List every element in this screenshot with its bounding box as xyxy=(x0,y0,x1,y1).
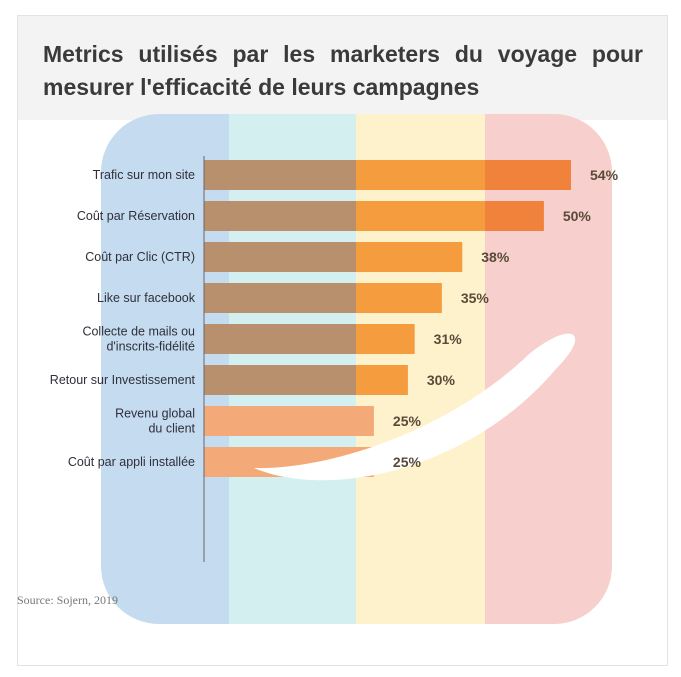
bar-3-left xyxy=(204,242,356,272)
background-bands xyxy=(101,114,612,624)
smile-swoosh xyxy=(254,333,576,481)
category-label-2: Coût par Réservation xyxy=(77,209,195,223)
bar-2-left xyxy=(204,201,356,231)
category-label-7: Revenu global du client xyxy=(115,407,195,436)
value-label-4: 35% xyxy=(461,290,490,306)
bar-6-right xyxy=(356,365,408,395)
value-labels: 54% 50% 38% 35% 31% 30% 25% 25% xyxy=(393,167,619,470)
bar-1-tip xyxy=(485,160,571,190)
category-label-4: Like sur facebook xyxy=(97,291,196,305)
bar-3-right xyxy=(356,242,463,272)
category-label-8: Coût par appli installée xyxy=(68,455,195,469)
bar-6-left xyxy=(204,365,356,395)
bar-5-left xyxy=(204,324,356,354)
value-label-3: 38% xyxy=(481,249,510,265)
value-label-5: 31% xyxy=(434,331,463,347)
value-label-1: 54% xyxy=(590,167,619,183)
bar-7 xyxy=(204,406,374,436)
category-label-5: Collecte de mails ou d'inscrits-fidélité xyxy=(82,325,195,354)
source-note: Source: Sojern, 2019 xyxy=(17,593,118,607)
value-label-7: 25% xyxy=(393,413,422,429)
title-banner: Metrics utilisés par les marketers du vo… xyxy=(18,16,667,120)
bars-group xyxy=(204,160,571,477)
category-label-3: Coût par Clic (CTR) xyxy=(85,250,195,264)
category-labels: Trafic sur mon site Coût par Réservation C… xyxy=(50,168,196,469)
bar-4-left xyxy=(204,283,356,313)
value-label-2: 50% xyxy=(563,208,592,224)
value-label-6: 30% xyxy=(427,372,456,388)
category-label-6: Retour sur Investissement xyxy=(50,373,196,387)
value-label-8: 25% xyxy=(393,454,422,470)
bar-2-tip xyxy=(485,201,544,231)
bar-4-right xyxy=(356,283,442,313)
bar-1-left xyxy=(204,160,356,190)
bar-5-right xyxy=(356,324,415,354)
category-label-1: Trafic sur mon site xyxy=(93,168,195,182)
chart-title: Metrics utilisés par les marketers du vo… xyxy=(43,41,643,100)
